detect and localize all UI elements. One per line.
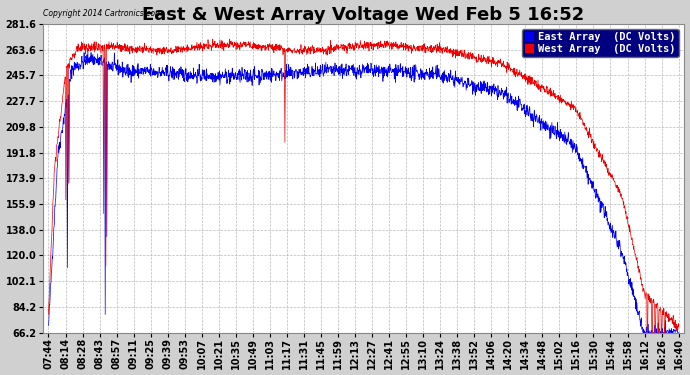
Title: East & West Array Voltage Wed Feb 5 16:52: East & West Array Voltage Wed Feb 5 16:5… xyxy=(142,6,584,24)
Text: Copyright 2014 Cartronics.com: Copyright 2014 Cartronics.com xyxy=(43,9,163,18)
Legend: East Array  (DC Volts), West Array  (DC Volts): East Array (DC Volts), West Array (DC Vo… xyxy=(522,29,678,57)
